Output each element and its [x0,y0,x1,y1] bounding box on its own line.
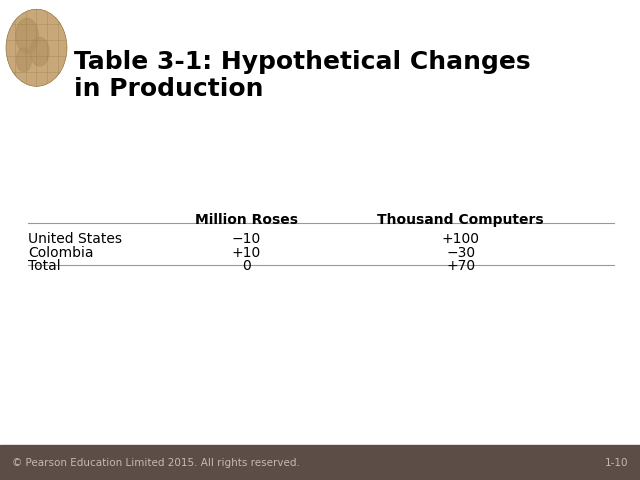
Polygon shape [17,48,31,72]
Bar [0,445,640,480]
Polygon shape [30,37,49,66]
Text: +70: +70 [446,259,476,273]
Text: 0: 0 [242,259,251,273]
Text: © Pearson Education Limited 2015. All rights reserved.: © Pearson Education Limited 2015. All ri… [12,458,300,468]
Text: Thousand Computers: Thousand Computers [378,213,544,227]
Text: −30: −30 [446,246,476,260]
Text: +10: +10 [232,246,261,260]
Text: United States: United States [28,232,122,246]
Text: in Production: in Production [74,77,263,101]
Text: +100: +100 [442,232,480,246]
Text: Table 3-1: Hypothetical Changes: Table 3-1: Hypothetical Changes [74,50,530,74]
Polygon shape [6,9,67,86]
Text: −10: −10 [232,232,261,246]
Text: Colombia: Colombia [28,246,93,260]
Polygon shape [16,18,38,53]
Text: 1-10: 1-10 [605,458,628,468]
Text: Million Roses: Million Roses [195,213,298,227]
Text: Total: Total [28,259,61,273]
